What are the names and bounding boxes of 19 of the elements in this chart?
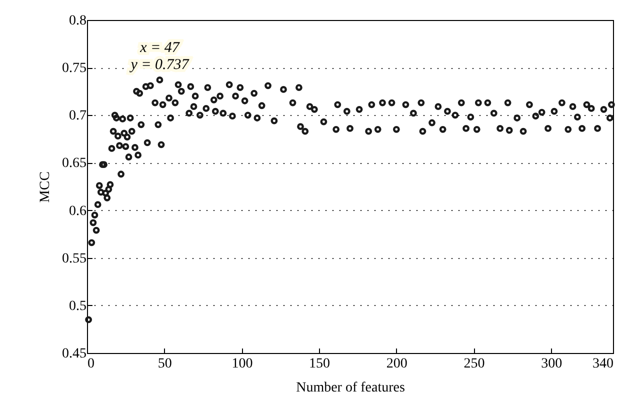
y-tick-label: 0.7 <box>69 108 86 124</box>
x-tick-label: 0 <box>88 356 94 372</box>
y-tick-label: 0.45 <box>62 346 86 362</box>
y-tick-label: 0.75 <box>62 61 86 76</box>
x-tick-label: 100 <box>232 356 253 372</box>
y-tick-label: 0.5 <box>69 298 86 314</box>
y-tick-label: 0.55 <box>62 251 86 266</box>
x-axis-title: Number of features <box>296 380 405 396</box>
x-tick-label: 50 <box>158 356 172 372</box>
y-tick-label: 0.65 <box>62 156 86 172</box>
x-tick-label: 340 <box>592 356 614 372</box>
x-tick-label: 150 <box>309 356 330 372</box>
x-tick-label: 300 <box>541 356 562 372</box>
y-tick-label: 0.8 <box>69 14 86 28</box>
y-tick-label: 0.6 <box>69 204 86 219</box>
annotation: x = 47 y = 0.737 <box>128 40 190 73</box>
x-tick-label: 250 <box>464 356 485 372</box>
y-axis-title: MCC <box>38 171 53 203</box>
x-tick-label: 200 <box>386 356 408 372</box>
